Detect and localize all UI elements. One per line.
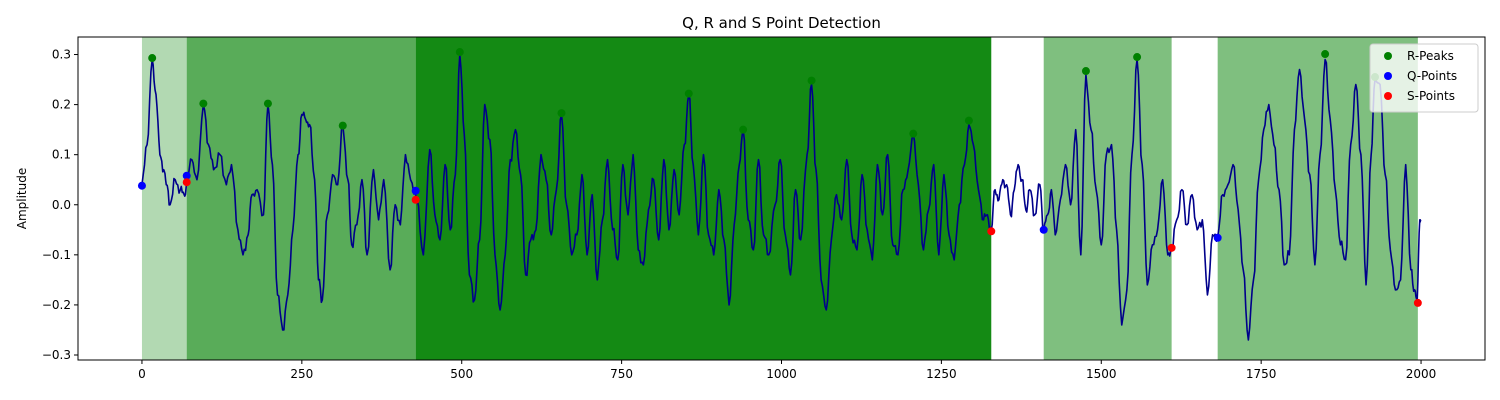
legend-box <box>1369 43 1479 113</box>
r-peaks-marker-1 <box>148 54 157 63</box>
r-peaks-marker-2 <box>199 99 208 108</box>
x-tick-label-750: 750 <box>610 367 633 381</box>
legend-label-q-points: Q-Points <box>1407 69 1457 83</box>
y-axis-label: Amplitude <box>15 168 29 230</box>
r-peaks-marker-11 <box>964 116 973 125</box>
shaded-region-3 <box>415 37 992 360</box>
x-axis: 0 250 500 750 1000 1250 1500 1750 2000 <box>138 360 1436 381</box>
shaded-region-1 <box>141 37 187 360</box>
markers-group <box>137 48 1422 307</box>
y-tick-label-0: −0.3 <box>42 348 71 362</box>
shaded-regions <box>141 37 1418 360</box>
r-peaks-marker-12 <box>1081 67 1090 76</box>
y-tick-label-1: −0.2 <box>42 298 71 312</box>
q-points-marker-3 <box>411 186 420 195</box>
legend-label-s-points: S-Points <box>1407 89 1455 103</box>
legend: R-Peaks Q-Points S-Points <box>1369 43 1479 113</box>
shaded-region-4 <box>1043 37 1172 360</box>
x-tick-label-500: 500 <box>450 367 473 381</box>
x-tick-label-2000: 2000 <box>1406 367 1437 381</box>
legend-label-r-peaks: R-Peaks <box>1407 49 1454 63</box>
s-points-marker-2 <box>411 195 420 204</box>
s-points-marker-1 <box>182 178 191 187</box>
s-points-marker-4 <box>1167 243 1176 252</box>
r-peaks-marker-6 <box>557 109 566 118</box>
x-tick-label-1250: 1250 <box>926 367 957 381</box>
y-tick-label-6: 0.3 <box>52 48 71 62</box>
r-peaks-marker-4 <box>338 121 347 130</box>
x-tick-label-250: 250 <box>290 367 313 381</box>
x-tick-label-1500: 1500 <box>1086 367 1117 381</box>
legend-marker-s-points <box>1384 92 1392 100</box>
q-points-marker-5 <box>1213 233 1222 242</box>
r-peaks-marker-5 <box>455 48 464 57</box>
x-tick-label-1000: 1000 <box>766 367 797 381</box>
q-points-marker-1 <box>137 181 146 190</box>
r-peaks-marker-8 <box>739 125 748 134</box>
legend-marker-q-points <box>1384 72 1392 80</box>
x-tick-label-1750: 1750 <box>1246 367 1277 381</box>
legend-marker-r-peaks <box>1384 52 1392 60</box>
chart-title: Q, R and S Point Detection <box>682 14 881 32</box>
y-tick-label-5: 0.2 <box>52 98 71 112</box>
y-axis: −0.3 −0.2 −0.1 0.0 0.1 0.2 0.3 <box>42 48 78 362</box>
r-peaks-marker-13 <box>1133 53 1142 62</box>
r-peaks-marker-10 <box>909 129 918 138</box>
s-points-marker-5 <box>1413 298 1422 307</box>
r-peaks-marker-3 <box>263 99 272 108</box>
r-peaks-marker-9 <box>807 76 816 85</box>
r-peaks-marker-7 <box>684 89 693 98</box>
q-points-marker-2 <box>182 171 191 180</box>
q-points-marker-4 <box>1039 225 1048 234</box>
signal-group <box>141 53 1422 341</box>
y-tick-label-3: 0.0 <box>52 198 71 212</box>
y-tick-label-4: 0.1 <box>52 148 71 162</box>
signal-line <box>141 53 1422 341</box>
shaded-region-2 <box>186 37 416 360</box>
x-tick-label-0: 0 <box>138 367 146 381</box>
r-peaks-marker-14 <box>1321 50 1330 59</box>
s-points-marker-3 <box>987 227 996 236</box>
y-tick-label-2: −0.1 <box>42 248 71 262</box>
